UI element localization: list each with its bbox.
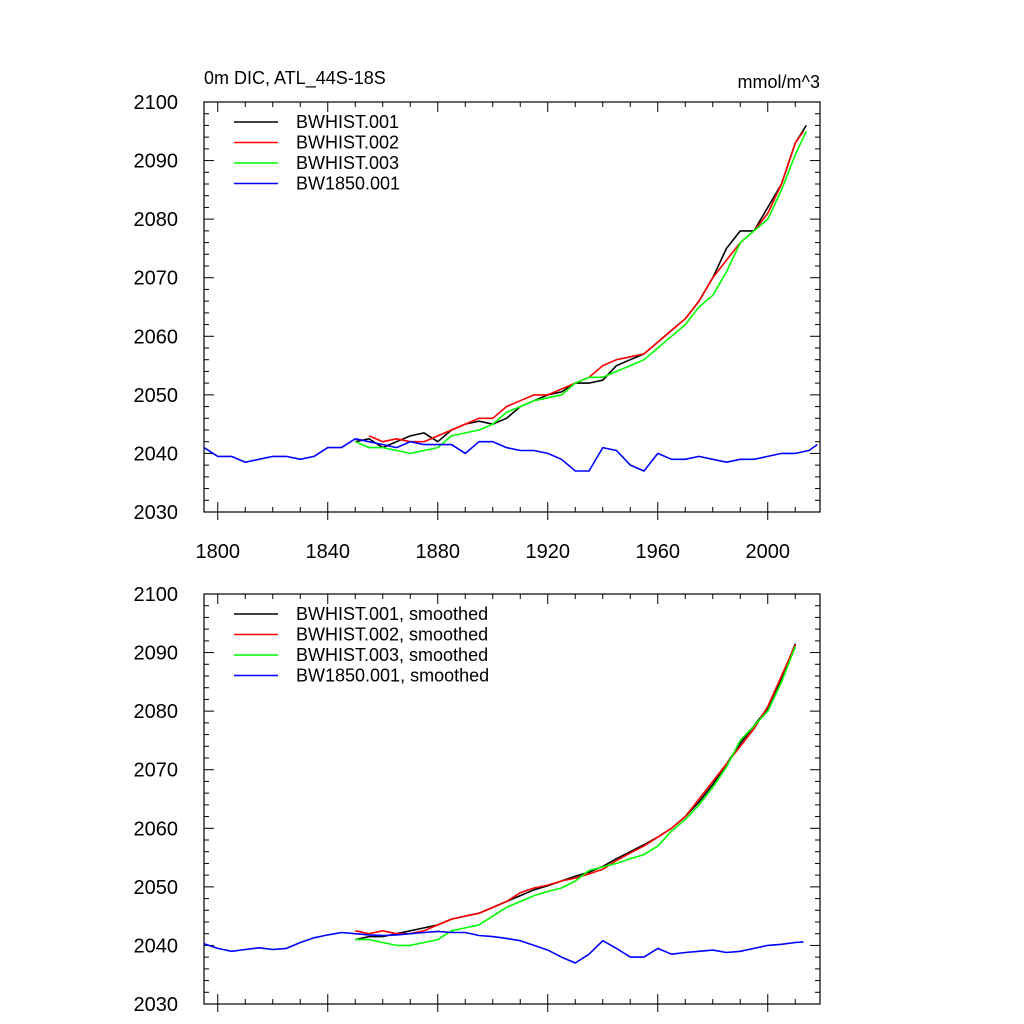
units-label: mmol/m^3: [738, 72, 820, 92]
y-tick-label: 2030: [134, 994, 179, 1016]
plot-frame: [203, 101, 821, 513]
series-line: [203, 930, 804, 964]
legend-label: BWHIST.001, smoothed: [296, 604, 488, 624]
legend-label: BWHIST.002: [296, 133, 399, 153]
legend-label: BW1850.001, smoothed: [296, 666, 489, 686]
y-tick-label: 2050: [134, 877, 179, 899]
y-tick-label: 2100: [134, 92, 179, 114]
series-line: [203, 437, 818, 472]
x-tick-label: 1840: [306, 541, 351, 563]
legend-label: BWHIST.003, smoothed: [296, 645, 488, 665]
series-line: [354, 130, 808, 455]
x-tick-label: 1920: [526, 541, 571, 563]
series-line: [355, 124, 807, 449]
legend-label: BW1850.001: [296, 174, 400, 194]
y-tick-label: 2040: [134, 443, 179, 465]
y-tick-label: 2090: [134, 151, 179, 173]
y-tick-label: 2070: [134, 760, 179, 782]
plot-title: 0m DIC, ATL_44S-18S: [204, 68, 386, 89]
y-tick-label: 2060: [134, 326, 179, 348]
y-tick-label: 2040: [134, 935, 179, 957]
y-tick-label: 2080: [134, 701, 179, 723]
x-tick-label: 1800: [196, 541, 241, 563]
y-tick-label: 2090: [134, 643, 179, 665]
legend-label: BWHIST.002, smoothed: [296, 625, 488, 645]
series-line: [355, 643, 797, 941]
plot-frame: [203, 593, 821, 1005]
y-tick-label: 2060: [134, 818, 179, 840]
series-line: [355, 646, 797, 947]
series-line: [355, 644, 797, 935]
y-tick-label: 2030: [134, 502, 179, 524]
y-tick-label: 2100: [134, 584, 179, 606]
legend-label: BWHIST.003: [296, 153, 399, 173]
legend-label: BWHIST.001: [296, 112, 399, 132]
y-tick-label: 2050: [134, 385, 179, 407]
bottom-panel: 2030 2040 2050 2060 2070 2080 2090 2100 BWHIST.0…: [134, 584, 821, 1016]
series-line: [368, 130, 805, 443]
y-tick-label: 2080: [134, 209, 179, 231]
x-tick-label: 1880: [416, 541, 461, 563]
y-tick-label: 2070: [134, 268, 179, 290]
top-panel: 2030 2040 2050 2060 2070 2080 2090 2100 1800 1840…: [134, 92, 821, 563]
x-tick-label: 2000: [746, 541, 791, 563]
x-tick-label: 1960: [636, 541, 681, 563]
